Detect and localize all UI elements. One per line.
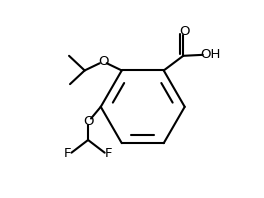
Text: O: O [98,55,109,68]
Text: OH: OH [200,48,220,61]
Text: O: O [179,25,189,38]
Text: F: F [64,147,71,160]
Text: F: F [105,147,112,160]
Text: O: O [83,115,93,128]
